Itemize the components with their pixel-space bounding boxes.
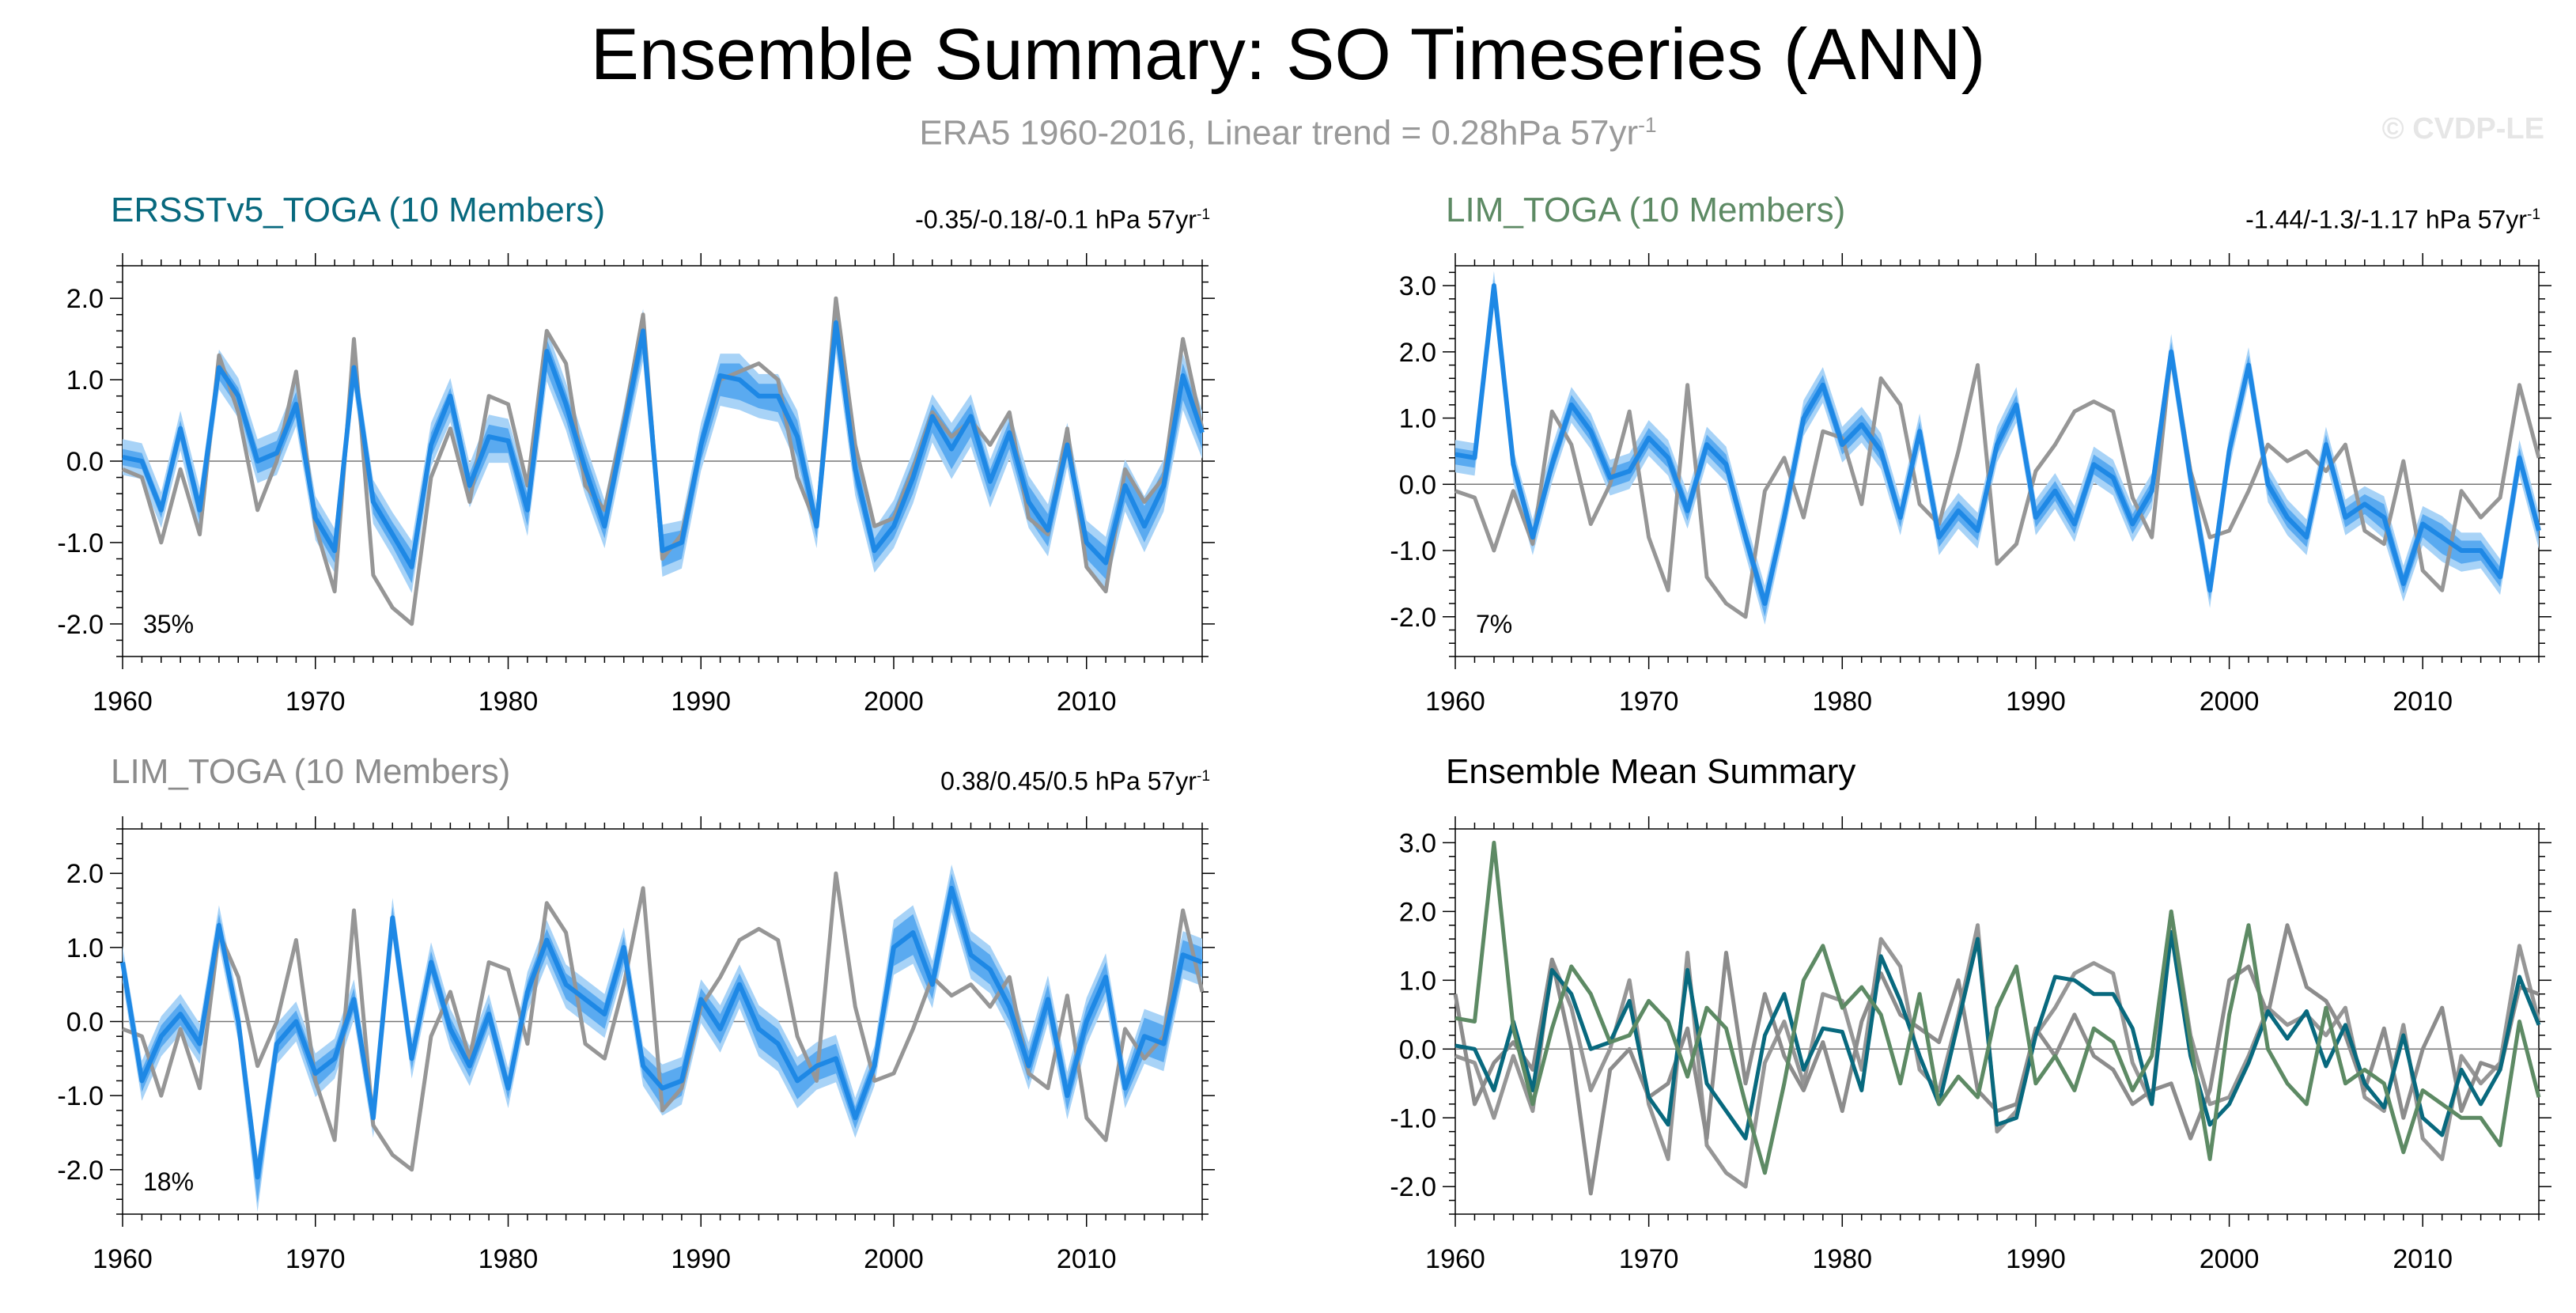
trend-text: -1.44/-1.3/-1.17 hPa 57yr [2245, 205, 2527, 234]
y-tick-label: 2.0 [1399, 338, 1436, 368]
x-tick-label: 1970 [1619, 1244, 1679, 1274]
x-tick-label: 1980 [479, 687, 539, 717]
figure-subtitle: ERA5 1960-2016, Linear trend = 0.28hPa 5… [0, 101, 2576, 157]
y-tick-label: 0.0 [66, 1008, 104, 1038]
x-tick-label: 1980 [1812, 1244, 1872, 1274]
x-tick-label: 1960 [93, 687, 153, 717]
x-tick-label: 1980 [1812, 687, 1872, 717]
y-tick-label: -2.0 [1390, 1172, 1436, 1202]
summary-series-line [1454, 929, 2541, 1141]
x-tick-label: 1970 [1619, 687, 1679, 717]
y-tick-label: 2.0 [66, 284, 104, 314]
x-tick-label: 2000 [864, 687, 924, 717]
y-tick-label: -2.0 [57, 1156, 104, 1186]
panel-title-lim-b: LIM_TOGA (10 Members) [111, 752, 511, 791]
x-tick-label: 1970 [286, 1244, 346, 1274]
pct-annotation: 7% [1476, 610, 1512, 638]
ensemble-mean-line [1454, 283, 2541, 606]
ensemble-mean-line [120, 885, 1204, 1180]
summary-series-line [1454, 840, 2541, 1175]
x-tick-label: 1990 [2006, 1244, 2066, 1274]
y-tick-label: 0.0 [1399, 470, 1436, 500]
ensemble-spread-inner-band [123, 310, 1202, 584]
pct-annotation: 18% [143, 1167, 194, 1196]
y-tick-label: 1.0 [66, 933, 104, 963]
trend-superscript: -1 [1196, 206, 1210, 223]
x-tick-label: 1960 [1425, 1244, 1485, 1274]
ensemble-spread-outer-band [123, 301, 1202, 593]
trend-superscript: -1 [2526, 206, 2540, 223]
x-tick-label: 1970 [286, 687, 346, 717]
x-tick-label: 2010 [2393, 687, 2453, 717]
pct-annotation: 35% [143, 610, 194, 638]
x-tick-label: 2000 [2200, 687, 2260, 717]
x-tick-label: 2010 [2393, 1244, 2453, 1274]
y-tick-label: -2.0 [1390, 603, 1436, 633]
x-tick-label: 1990 [2006, 687, 2066, 717]
subtitle-text: ERA5 1960-2016, Linear trend = 0.28hPa 5… [919, 113, 1639, 153]
chart-panel-summary: 1960 1970 1980 1990 2000 2010 -2.0 -1.0 0.0 1.0 2.… [1390, 816, 2551, 1274]
x-tick-label: 2000 [2200, 1244, 2260, 1274]
y-tick-label: -1.0 [1390, 1103, 1436, 1133]
y-tick-label: -1.0 [57, 1081, 104, 1111]
panel-title-ersst: ERSSTv5_TOGA (10 Members) [111, 191, 606, 229]
y-tick-label: 1.0 [66, 365, 104, 395]
x-tick-label: 2010 [1057, 687, 1117, 717]
ensemble-mean-line [122, 320, 1205, 569]
chart-panel-lim-a: 1960 1970 1980 1990 2000 2010 -2.0 -1.0 0.0 1.0 2.… [1390, 253, 2551, 717]
panel-title-lim-a: LIM_TOGA (10 Members) [1446, 191, 1846, 229]
x-tick-label: 2010 [1057, 1244, 1117, 1274]
panel-trend-ersst: -0.35/-0.18/-0.1 hPa 57yr-1 [791, 196, 1210, 239]
ensemble-spread-inner-band [123, 873, 1202, 1203]
watermark: © CVDP-LE [2381, 112, 2544, 146]
y-tick-label: 1.0 [1399, 404, 1436, 434]
subtitle-superscript: -1 [1638, 113, 1657, 137]
obs-series-line [1454, 350, 2541, 619]
figure-title: Ensemble Summary: SO Timeseries (ANN) [590, 14, 1986, 95]
panel-title-summary: Ensemble Mean Summary [1446, 752, 1856, 791]
chart-panel-lim-b: 1960 1970 1980 1990 2000 2010 -2.0 -1.0 0.0 1.0 2.… [57, 816, 1215, 1274]
panel-trend-lim-b: 0.38/0.45/0.5 hPa 57yr-1 [791, 758, 1210, 800]
y-tick-label: 3.0 [1399, 271, 1436, 301]
y-tick-label: -1.0 [57, 528, 104, 558]
chart-panel-ersst: 1960 1970 1980 1990 2000 2010 -2.0 -1.0 0.0 1.0 2.… [57, 253, 1215, 717]
trend-text: -0.35/-0.18/-0.1 hPa 57yr [915, 205, 1197, 234]
trend-superscript: -1 [1196, 768, 1210, 785]
panel-trend-lim-a: -1.44/-1.3/-1.17 hPa 57yr-1 [2072, 196, 2540, 239]
y-tick-label: 2.0 [1399, 897, 1436, 927]
summary-series-line [1453, 923, 2540, 1196]
x-tick-label: 1980 [479, 1244, 539, 1274]
x-tick-label: 1960 [1425, 687, 1485, 717]
y-tick-label: 0.0 [1399, 1035, 1436, 1065]
y-tick-label: -2.0 [57, 610, 104, 640]
y-tick-label: 0.0 [66, 447, 104, 477]
x-tick-label: 1990 [671, 687, 731, 717]
y-tick-label: 2.0 [66, 859, 104, 889]
x-tick-label: 1990 [671, 1244, 731, 1274]
x-tick-label: 2000 [864, 1244, 924, 1274]
y-tick-label: 3.0 [1399, 828, 1436, 858]
trend-text: 0.38/0.45/0.5 hPa 57yr [940, 766, 1197, 796]
y-tick-label: -1.0 [1390, 536, 1436, 566]
x-tick-label: 1960 [93, 1244, 153, 1274]
y-tick-label: 1.0 [1399, 966, 1436, 996]
